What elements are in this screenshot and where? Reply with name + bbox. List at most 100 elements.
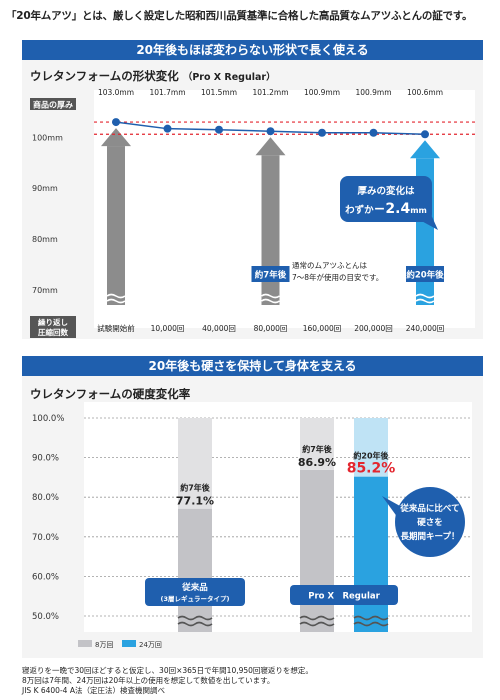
- y-tick-label: 60.0%: [32, 572, 59, 582]
- data-point: [318, 128, 326, 137]
- hardness-banner: 20年後も硬さを保持して身体を支える: [22, 356, 483, 376]
- data-point: [266, 127, 275, 136]
- shape-change-title: ウレタンフォームの形状変化 （Pro X Regular）: [30, 68, 276, 84]
- arrow-shaft: [107, 146, 125, 305]
- arrow-label-box: [251, 266, 290, 282]
- callout-pre: わずか: [345, 204, 374, 216]
- group-label-box: [290, 585, 398, 605]
- arrow-head: [255, 137, 286, 156]
- y-tick-label: 100.0%: [32, 414, 64, 424]
- callout-line3: 長期間キープ！: [401, 531, 460, 542]
- x-tick-label: 160,000回: [303, 324, 342, 333]
- data-point: [421, 130, 429, 139]
- value-label: 101.2mm: [252, 88, 288, 97]
- arrow-label-box: [406, 266, 444, 282]
- bar-top-label: 約20年後: [353, 451, 389, 461]
- hardness-chart: 100.0% 90.0% 80.0% 70.0% 60.0% 50.0% 約7年後 77.1%…: [32, 402, 472, 649]
- axis-break-mark: [415, 293, 435, 304]
- axis-break-mark: [261, 293, 280, 304]
- shape-change-subtitle: （Pro X Regular）: [182, 72, 276, 83]
- callout-circle: [395, 487, 465, 557]
- y-tick-label: 90mm: [32, 184, 58, 193]
- intro-text: 「20年ムアツ」とは、厳しく設定した昭和西川品質基準に合格した高品質なムアツふと…: [6, 10, 473, 22]
- hardness-panel: 20年後も硬さを保持して身体を支える ウレタンフォームの硬度変化率 100.0%…: [22, 356, 483, 658]
- value-label: 100.6mm: [407, 88, 443, 97]
- bar-value-label: 77.1%: [176, 495, 214, 508]
- shape-change-banner: 20年後もほぼ変わらない形状で長く使える: [22, 40, 483, 60]
- data-point: [369, 128, 378, 137]
- footnote-3: JIS K 6400-4 A法（定圧法）検査機関調べ: [22, 686, 165, 695]
- y-tick-label: 100mm: [32, 133, 63, 142]
- data-point: [112, 118, 120, 127]
- footnote-1: 寝返りを一晩で30回ほどすると仮定し、30回×365日で年間10,950回寝返り…: [22, 666, 313, 675]
- group-label-line2: (3層レギュラータイプ): [161, 594, 230, 603]
- note-line1: 通常のムアツふとんは: [292, 260, 367, 270]
- x-tick-label: 240,000回: [406, 324, 445, 333]
- shape-change-panel: 20年後もほぼ変わらない形状で長く使える ウレタンフォームの形状変化 （Pro X…: [22, 40, 483, 339]
- data-point: [163, 124, 172, 133]
- y-header-box: [30, 98, 76, 110]
- callout-line2: わずか−2.4mm: [345, 201, 427, 217]
- x-header-label: 圧縮回数: [38, 327, 68, 337]
- callout-line2: 硬さを: [417, 517, 443, 528]
- y-tick-label: 80mm: [32, 235, 58, 244]
- x-header-box: [30, 316, 76, 338]
- x-tick-label: 200,000回: [354, 324, 393, 333]
- group-label-box: [145, 578, 245, 606]
- legend-label: 24万回: [139, 641, 162, 649]
- bar-background: [178, 418, 212, 509]
- axis-break-mark: [106, 293, 126, 304]
- bar: [178, 508, 212, 632]
- group-label-line1: 従来品: [181, 582, 208, 593]
- group-label-line1: Pro X Regular: [308, 592, 380, 602]
- hardness-title: ウレタンフォームの硬度変化率: [30, 387, 191, 401]
- value-label: 100.9mm: [355, 88, 391, 97]
- bar-background: [354, 418, 388, 477]
- arrow-label: 約7年後: [255, 270, 287, 281]
- arrow-shaft: [261, 155, 280, 305]
- shape-change-chart: 商品の厚み 100mm 90mm 80mm 70mm 約7年後 約20年後 103.0mm 10…: [30, 88, 475, 338]
- callout-line1: 厚みの変化は: [357, 185, 415, 197]
- x-tick-label: 80,000回: [254, 324, 288, 333]
- shape-change-title-text: ウレタンフォームの形状変化: [30, 69, 179, 83]
- bar-top-label: 約7年後: [180, 483, 211, 493]
- callout-bubble: [340, 176, 432, 222]
- bar-background: [300, 418, 334, 470]
- y-tick-label: 70mm: [32, 286, 58, 295]
- x-tick-label: 試験開始前: [97, 323, 135, 333]
- value-label: 101.7mm: [149, 88, 185, 97]
- axis-break-mark: [299, 615, 335, 627]
- x-tick-label: 40,000回: [202, 324, 236, 333]
- arrow-head: [410, 140, 440, 159]
- value-label: 103.0mm: [98, 88, 134, 97]
- axis-break-mark: [177, 615, 213, 627]
- legend-label: 8万回: [95, 641, 113, 649]
- callout-line1: 従来品に比べて: [399, 503, 459, 514]
- arrow-label: 約20年後: [406, 270, 444, 281]
- value-label: 100.9mm: [304, 88, 340, 97]
- note-line2: 7〜8年が使用の目安です。: [292, 272, 383, 282]
- callout-unit: mm: [410, 206, 427, 215]
- arrow-head: [101, 128, 131, 147]
- footnote-2: 8万回は7年間、24万回は20年以上の使用を想定して数値を出しています。: [22, 676, 275, 685]
- y-tick-label: 50.0%: [32, 612, 59, 622]
- value-label: 101.5mm: [201, 88, 237, 97]
- x-tick-label: 10,000回: [151, 324, 185, 333]
- y-tick-label: 90.0%: [32, 454, 59, 464]
- y-header-label: 商品の厚み: [33, 100, 73, 110]
- callout-tail: [416, 208, 438, 230]
- y-tick-label: 70.0%: [32, 533, 59, 543]
- callout-value: −2.4: [374, 201, 411, 217]
- x-header-label: 繰り返し: [38, 317, 68, 327]
- legend-swatch: [78, 640, 92, 647]
- callout-tail: [382, 496, 400, 518]
- axis-break-mark: [353, 615, 389, 627]
- bar-value-label: 86.9%: [298, 456, 336, 469]
- bar-top-label: 約7年後: [302, 444, 333, 454]
- bar: [300, 469, 334, 632]
- data-point: [215, 125, 223, 134]
- bar-value-label: 85.2%: [347, 461, 396, 477]
- y-tick-label: 80.0%: [32, 493, 59, 503]
- legend-swatch: [122, 640, 136, 647]
- bar: [354, 476, 388, 632]
